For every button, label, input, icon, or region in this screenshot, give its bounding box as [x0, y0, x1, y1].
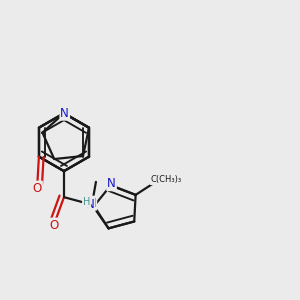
Text: N: N	[86, 198, 94, 211]
Text: C(CH₃)₃: C(CH₃)₃	[151, 176, 182, 184]
Text: N: N	[60, 107, 69, 120]
Text: O: O	[33, 182, 42, 195]
Text: O: O	[49, 218, 58, 232]
Text: H: H	[83, 197, 90, 207]
Text: N: N	[107, 177, 116, 190]
Text: N: N	[88, 196, 96, 210]
